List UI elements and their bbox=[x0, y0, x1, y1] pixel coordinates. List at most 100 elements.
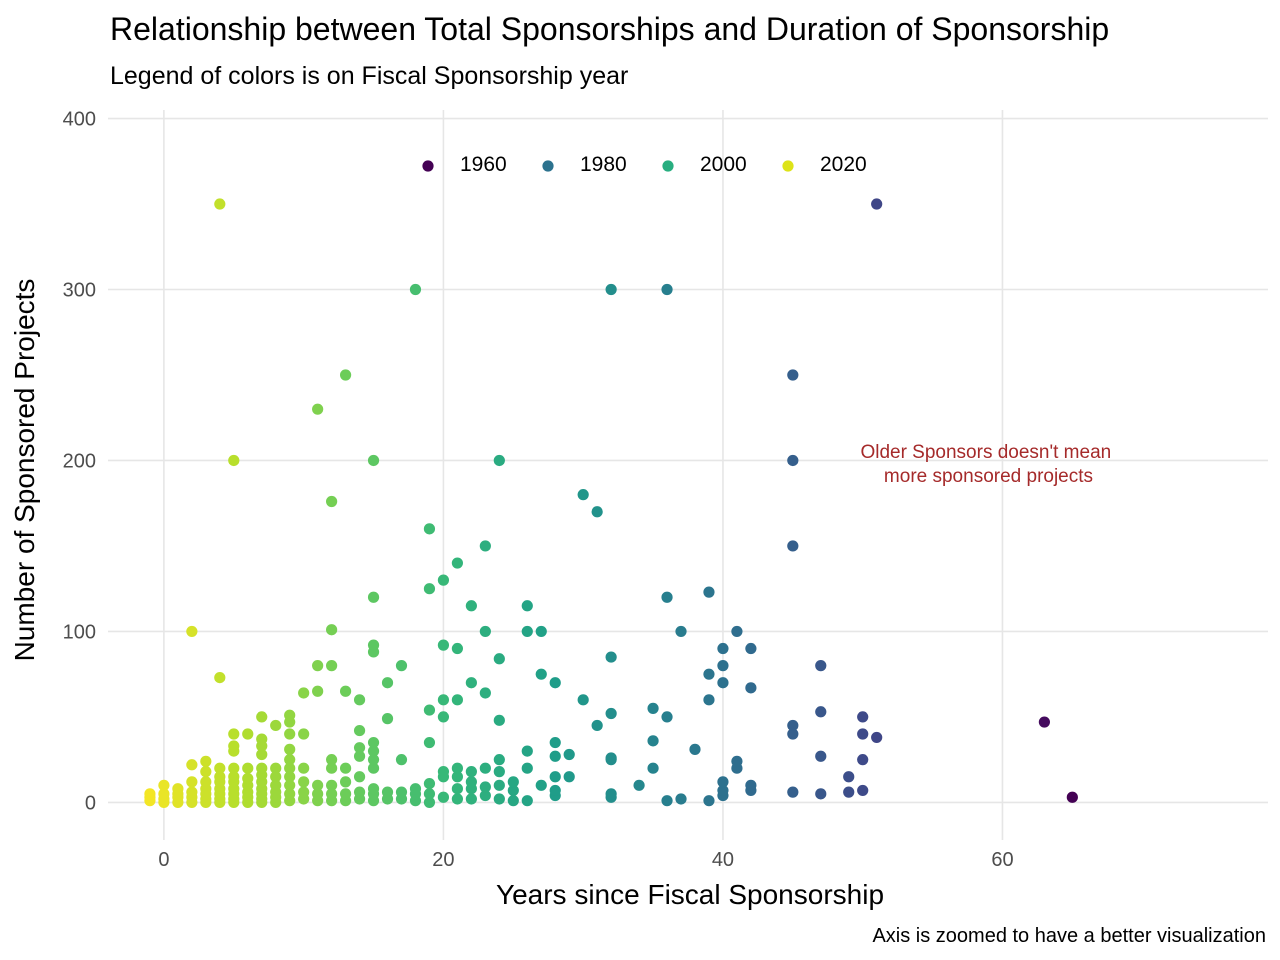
data-point bbox=[326, 660, 338, 672]
data-point bbox=[549, 784, 561, 797]
data-point bbox=[381, 677, 394, 689]
data-point bbox=[270, 771, 282, 783]
data-point bbox=[367, 745, 380, 757]
data-point bbox=[423, 523, 436, 535]
data-point bbox=[465, 600, 477, 612]
data-point bbox=[339, 369, 352, 381]
data-point bbox=[857, 784, 869, 797]
data-point bbox=[521, 762, 533, 774]
data-point bbox=[312, 660, 324, 672]
data-point bbox=[815, 660, 827, 672]
data-point bbox=[312, 788, 324, 800]
data-point bbox=[339, 762, 352, 774]
data-points bbox=[144, 198, 1078, 808]
data-point bbox=[437, 694, 450, 706]
data-point bbox=[228, 762, 240, 774]
data-point bbox=[270, 779, 282, 791]
legend: 1960 1980 2000 2020 bbox=[422, 153, 867, 176]
data-point bbox=[493, 766, 505, 778]
data-point bbox=[591, 506, 603, 518]
data-point bbox=[381, 786, 394, 798]
y-axis-title: Number of Sponsored Projects bbox=[9, 279, 40, 662]
data-point bbox=[158, 788, 170, 800]
data-point bbox=[689, 743, 701, 755]
chart-title: Relationship between Total Sponsorships … bbox=[110, 11, 1109, 47]
data-point bbox=[871, 198, 883, 210]
data-point bbox=[661, 283, 673, 296]
data-point bbox=[326, 754, 338, 766]
data-point bbox=[717, 677, 729, 689]
data-point bbox=[423, 777, 436, 790]
legend-label: 2000 bbox=[700, 153, 747, 176]
data-point bbox=[451, 642, 463, 655]
data-point bbox=[647, 762, 659, 774]
data-point bbox=[298, 687, 310, 699]
data-point bbox=[353, 724, 366, 737]
data-point bbox=[871, 731, 883, 744]
grid-lines bbox=[108, 110, 1268, 840]
y-tick-label: 100 bbox=[63, 621, 96, 643]
legend-label: 1960 bbox=[460, 153, 507, 176]
data-point bbox=[731, 755, 743, 767]
data-point bbox=[451, 762, 463, 774]
data-point bbox=[451, 783, 463, 795]
legend-marker bbox=[662, 160, 674, 172]
data-point bbox=[717, 776, 729, 788]
legend-label: 2020 bbox=[820, 153, 867, 176]
data-point bbox=[563, 771, 575, 783]
data-point bbox=[647, 735, 659, 747]
data-point bbox=[423, 796, 436, 808]
data-point bbox=[451, 793, 463, 805]
data-point bbox=[549, 771, 561, 783]
y-tick-label: 200 bbox=[63, 450, 96, 472]
data-point bbox=[465, 793, 477, 805]
data-point bbox=[787, 540, 799, 552]
data-point bbox=[186, 759, 198, 771]
data-point bbox=[284, 743, 296, 755]
data-point bbox=[675, 625, 687, 638]
data-point bbox=[186, 786, 198, 798]
data-point bbox=[367, 591, 380, 603]
data-point bbox=[242, 762, 254, 774]
data-point bbox=[242, 728, 254, 740]
x-axis-ticks: 0 20 40 60 bbox=[158, 849, 1013, 871]
data-point bbox=[353, 694, 366, 706]
data-point bbox=[1038, 716, 1050, 728]
data-point bbox=[395, 754, 408, 766]
data-point bbox=[479, 540, 491, 552]
data-point bbox=[479, 789, 491, 802]
data-point bbox=[451, 557, 463, 569]
data-point bbox=[745, 642, 757, 655]
data-point bbox=[214, 771, 226, 783]
data-point bbox=[507, 776, 519, 788]
data-point bbox=[353, 786, 366, 798]
data-point bbox=[451, 771, 463, 783]
data-point bbox=[535, 625, 547, 638]
data-point bbox=[144, 788, 156, 800]
data-point bbox=[367, 639, 380, 651]
data-point bbox=[200, 776, 212, 788]
data-point bbox=[815, 750, 827, 762]
data-point bbox=[298, 762, 310, 774]
data-point bbox=[479, 625, 491, 638]
data-point bbox=[479, 781, 491, 793]
data-point bbox=[395, 660, 408, 672]
y-tick-label: 400 bbox=[63, 109, 96, 131]
data-point bbox=[381, 713, 394, 725]
data-point bbox=[228, 454, 240, 467]
data-point bbox=[731, 625, 743, 638]
data-point bbox=[228, 740, 240, 752]
data-point bbox=[172, 783, 184, 795]
data-point bbox=[353, 742, 366, 754]
data-point bbox=[339, 788, 352, 800]
data-point bbox=[675, 793, 687, 805]
data-point bbox=[353, 771, 366, 783]
data-point bbox=[577, 694, 589, 706]
data-point bbox=[367, 754, 380, 766]
chart-subtitle: Legend of colors is on Fiscal Sponsorshi… bbox=[110, 62, 628, 90]
x-tick-label: 20 bbox=[432, 849, 454, 871]
data-point bbox=[535, 779, 547, 791]
data-point bbox=[465, 766, 477, 778]
data-point bbox=[256, 748, 268, 761]
data-point bbox=[521, 625, 533, 638]
